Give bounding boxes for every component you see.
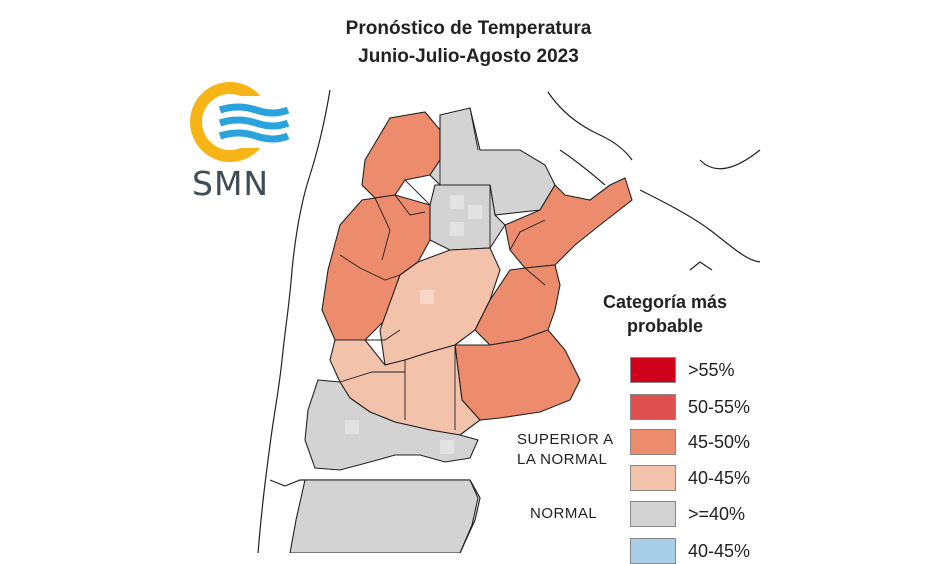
legend-group-normal: NORMAL bbox=[530, 505, 598, 522]
legend-group-superior-line2: LA NORMAL bbox=[517, 451, 608, 468]
legend-swatch-45-50 bbox=[630, 429, 676, 455]
region-patagonia-south bbox=[289, 479, 479, 553]
legend-label-gt55: >55% bbox=[688, 360, 735, 380]
region-nw bbox=[361, 111, 441, 199]
grid-texture bbox=[345, 195, 482, 454]
legend-label-50-55: 50-55% bbox=[688, 397, 751, 417]
legend-label-40-45: 40-45% bbox=[688, 468, 751, 488]
map-title-line2: Junio-Julio-Agosto 2023 bbox=[358, 46, 579, 67]
smn-logo-text: SMN bbox=[192, 164, 270, 203]
smn-logo-icon bbox=[190, 82, 296, 162]
legend-label-inferior-40-45: 40-45% bbox=[688, 541, 751, 561]
legend-swatch-50-55 bbox=[630, 394, 676, 420]
legend-swatch-40-45 bbox=[630, 465, 676, 491]
region-east bbox=[474, 264, 561, 346]
legend-label-45-50: 45-50% bbox=[688, 432, 751, 452]
region-buenos-aires bbox=[454, 329, 581, 421]
legend-group-superior-line1: SUPERIOR A bbox=[517, 431, 614, 448]
legend-label-normal: >=40% bbox=[688, 504, 746, 524]
region-ne bbox=[504, 177, 633, 269]
legend-swatch-gt55 bbox=[630, 357, 676, 383]
legend-title-line1: Categoría más bbox=[602, 292, 728, 312]
legend-swatch-inferior-40-45 bbox=[630, 538, 676, 564]
province-lines bbox=[339, 107, 546, 430]
region-patagonia-north bbox=[304, 379, 479, 471]
legend-swatch-normal bbox=[630, 501, 676, 527]
map-title-line1: Pronóstico de Temperatura bbox=[345, 18, 592, 39]
legend-title-line2: probable bbox=[626, 316, 703, 336]
